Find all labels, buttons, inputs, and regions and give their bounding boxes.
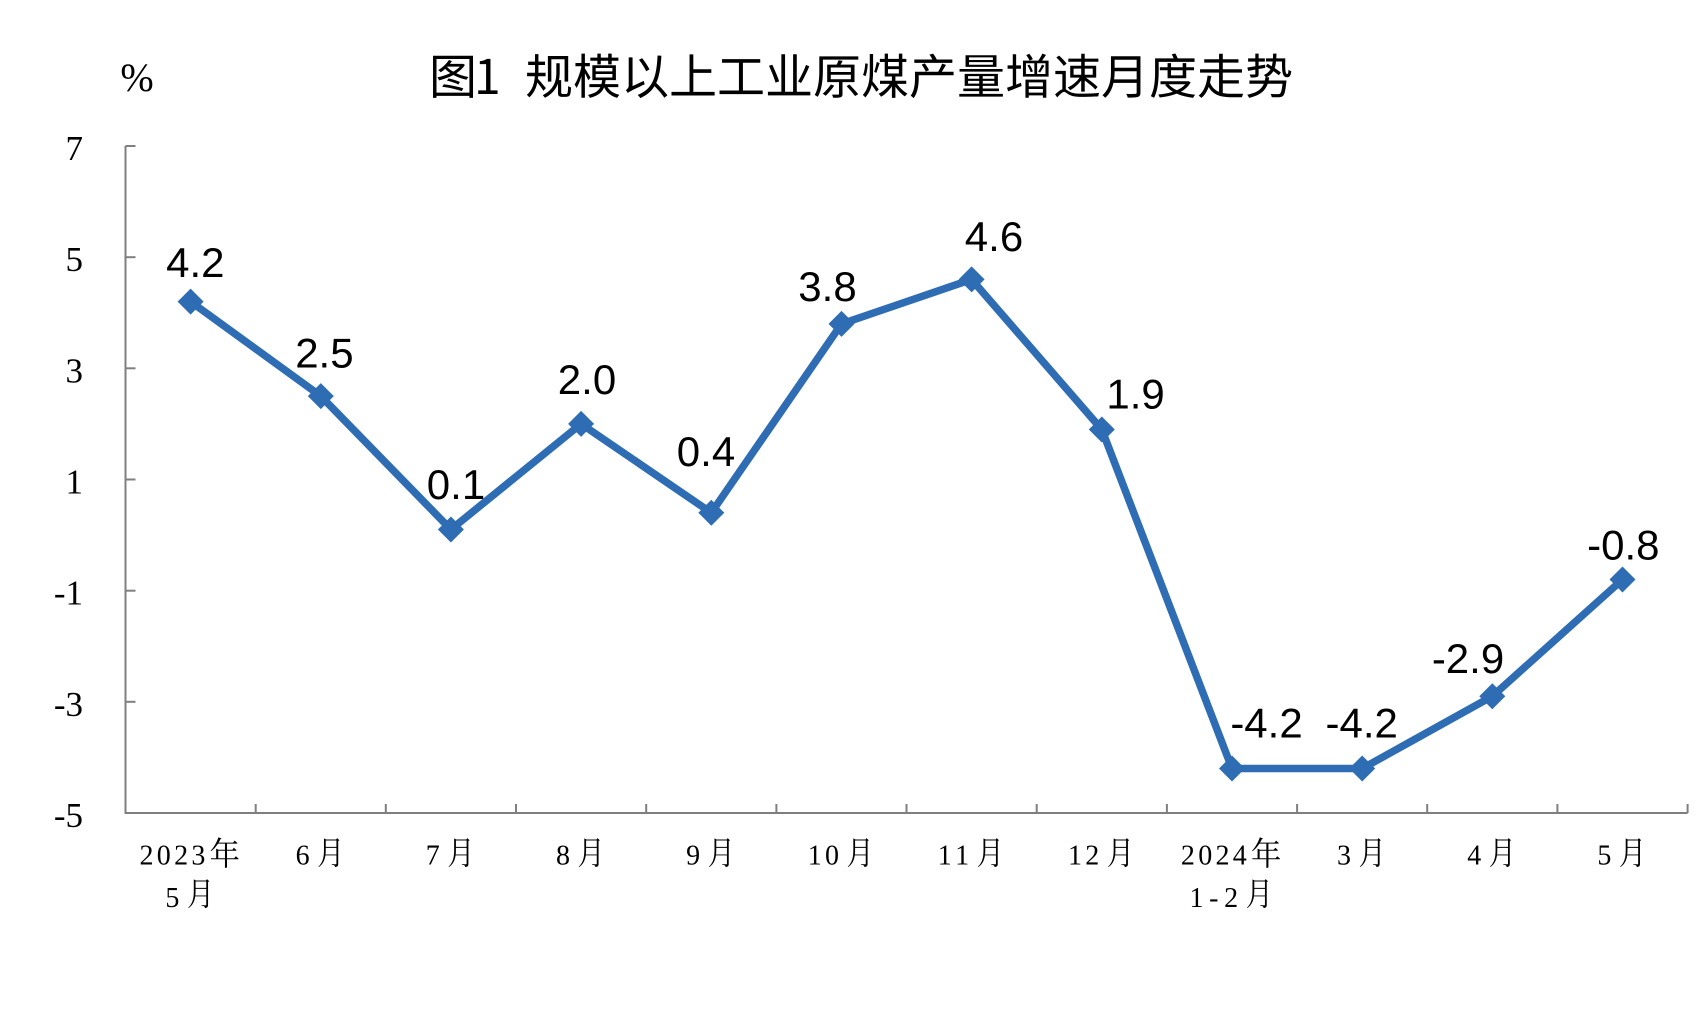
svg-text:7: 7 [66, 129, 84, 168]
svg-text:1: 1 [66, 463, 84, 502]
svg-text:7: 7 [426, 841, 440, 872]
svg-text:2.0: 2.0 [558, 356, 616, 403]
svg-text:-4.2: -4.2 [1326, 700, 1398, 747]
svg-text:5: 5 [66, 240, 84, 279]
svg-text:0.1: 0.1 [427, 461, 485, 508]
svg-text:3: 3 [66, 351, 84, 390]
svg-text:1.9: 1.9 [1106, 371, 1164, 418]
svg-text:6: 6 [296, 841, 310, 872]
svg-text:5: 5 [1597, 841, 1611, 872]
svg-text:-1: -1 [54, 574, 83, 613]
svg-text:2.5: 2.5 [295, 330, 353, 377]
svg-text:3: 3 [1337, 841, 1351, 872]
svg-text:-3: -3 [54, 685, 83, 724]
svg-text:4.2: 4.2 [166, 239, 224, 286]
svg-text:9: 9 [686, 841, 700, 872]
svg-text:1-2: 1-2 [1190, 883, 1239, 914]
svg-text:-5: -5 [54, 796, 83, 835]
svg-text:0.4: 0.4 [677, 428, 735, 475]
svg-text:3.8: 3.8 [798, 263, 856, 310]
svg-text:-2.9: -2.9 [1432, 635, 1504, 682]
svg-text:5: 5 [165, 883, 179, 914]
svg-text:-0.8: -0.8 [1587, 522, 1659, 569]
svg-text:8: 8 [556, 841, 570, 872]
svg-text:4.6: 4.6 [965, 213, 1023, 260]
svg-text:4: 4 [1467, 841, 1481, 872]
svg-text:%: % [120, 55, 153, 100]
svg-text:-4.2: -4.2 [1230, 700, 1302, 747]
